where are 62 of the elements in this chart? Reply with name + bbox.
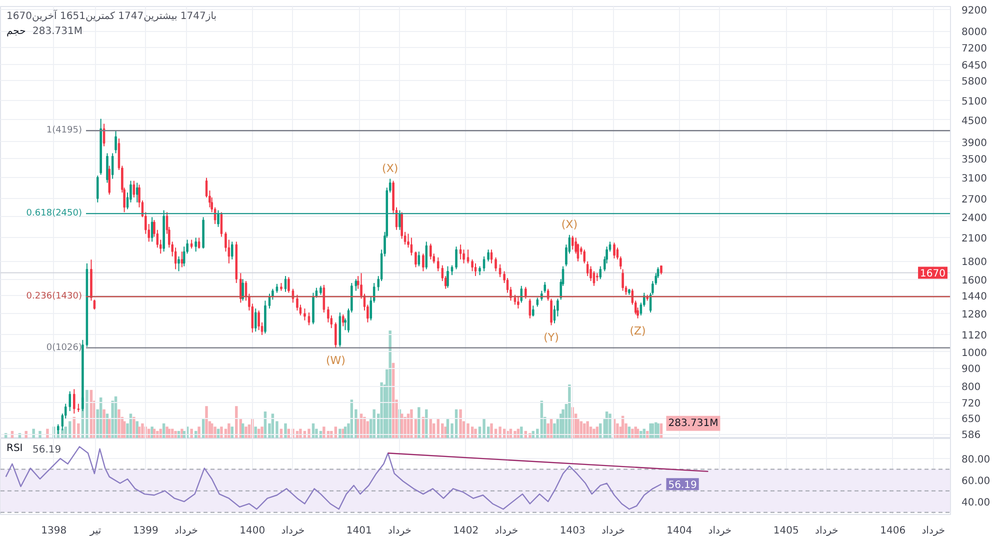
y-tick-label: 5100 <box>962 96 987 108</box>
y-tick-label: 1120 <box>962 330 987 342</box>
ref-line-label: 1(4195) <box>46 126 82 136</box>
y-tick-label: 586 <box>962 430 981 442</box>
y-tick-label: 3900 <box>962 138 987 149</box>
x-tick-label: خرداد <box>388 526 412 536</box>
x-tick-label: خرداد <box>602 526 625 536</box>
y-tick-label: 1280 <box>962 310 987 321</box>
x-tick-label: خرداد <box>708 526 732 536</box>
annotation: 56.19 <box>32 444 62 456</box>
annotation: باز1747 بیشترین1747 کمترین1651 آخرین1670 <box>6 9 217 22</box>
x-tick-label: خرداد <box>174 526 198 536</box>
y-tick-label: 1800 <box>962 257 987 268</box>
x-tick-label: تیر <box>88 526 102 536</box>
chart-title: RSI <box>6 443 23 454</box>
x-tick-label: 1404 <box>666 526 692 536</box>
y-tick-label: 1600 <box>962 275 987 286</box>
y-tick-label: 6450 <box>962 60 987 72</box>
y-tick-label: 40.00 <box>962 498 990 509</box>
annotation: (Z) <box>630 324 646 338</box>
y-tick-label: 5800 <box>962 76 987 88</box>
y-tick-label: 2400 <box>962 212 987 224</box>
y-tick-label: 800 <box>962 382 981 394</box>
y-tick-label: 2700 <box>962 194 987 206</box>
y-tick-label: 3500 <box>962 154 987 166</box>
y-tick-label: 7200 <box>962 43 987 54</box>
x-tick-label: 1400 <box>240 526 266 536</box>
annotation: 283.731M <box>32 26 82 37</box>
y-tick-label: 4500 <box>962 116 987 127</box>
ref-line-label: 0.236(1430) <box>26 292 82 302</box>
y-tick-label: 60.00 <box>962 476 990 488</box>
y-tick-label: 80.00 <box>962 454 990 466</box>
x-tick-label: خرداد <box>922 526 946 536</box>
y-tick-label: 720 <box>962 398 981 410</box>
x-tick-label: خرداد <box>281 526 305 536</box>
y-tick-label: 1000 <box>962 348 987 359</box>
text: 1670 <box>920 268 946 280</box>
annotation: (X) <box>382 162 398 175</box>
y-tick-label: 1440 <box>962 292 987 303</box>
x-tick-label: 1399 <box>132 526 158 536</box>
annotation: 283.731M <box>668 418 718 429</box>
y-tick-label: 2100 <box>962 233 987 244</box>
annotation: (Y) <box>544 331 559 344</box>
ref-line-label: 0.618(2450) <box>26 208 82 219</box>
x-tick-label: 1406 <box>880 526 906 536</box>
y-tick-label: 650 <box>962 414 981 426</box>
y-tick-label: 9200 <box>962 5 987 16</box>
x-tick-label: 1401 <box>346 526 372 536</box>
data-label: 56.19 <box>668 480 697 492</box>
ref-line-label: 0(1026) <box>46 342 82 353</box>
y-tick-label: 3100 <box>962 173 987 184</box>
x-tick-label: 1403 <box>560 526 586 536</box>
chart-title: حجم <box>6 26 26 37</box>
x-tick-label: 1405 <box>773 526 799 536</box>
x-tick-label: خرداد <box>494 526 518 536</box>
x-tick-label: 1402 <box>453 526 479 536</box>
x-tick-label: 1398 <box>41 526 67 536</box>
annotation: (W) <box>326 354 346 367</box>
annotation: (X) <box>561 218 578 231</box>
y-tick-label: 8000 <box>962 27 987 38</box>
y-tick-label: 900 <box>962 364 981 376</box>
x-tick-label: خرداد <box>814 526 838 536</box>
